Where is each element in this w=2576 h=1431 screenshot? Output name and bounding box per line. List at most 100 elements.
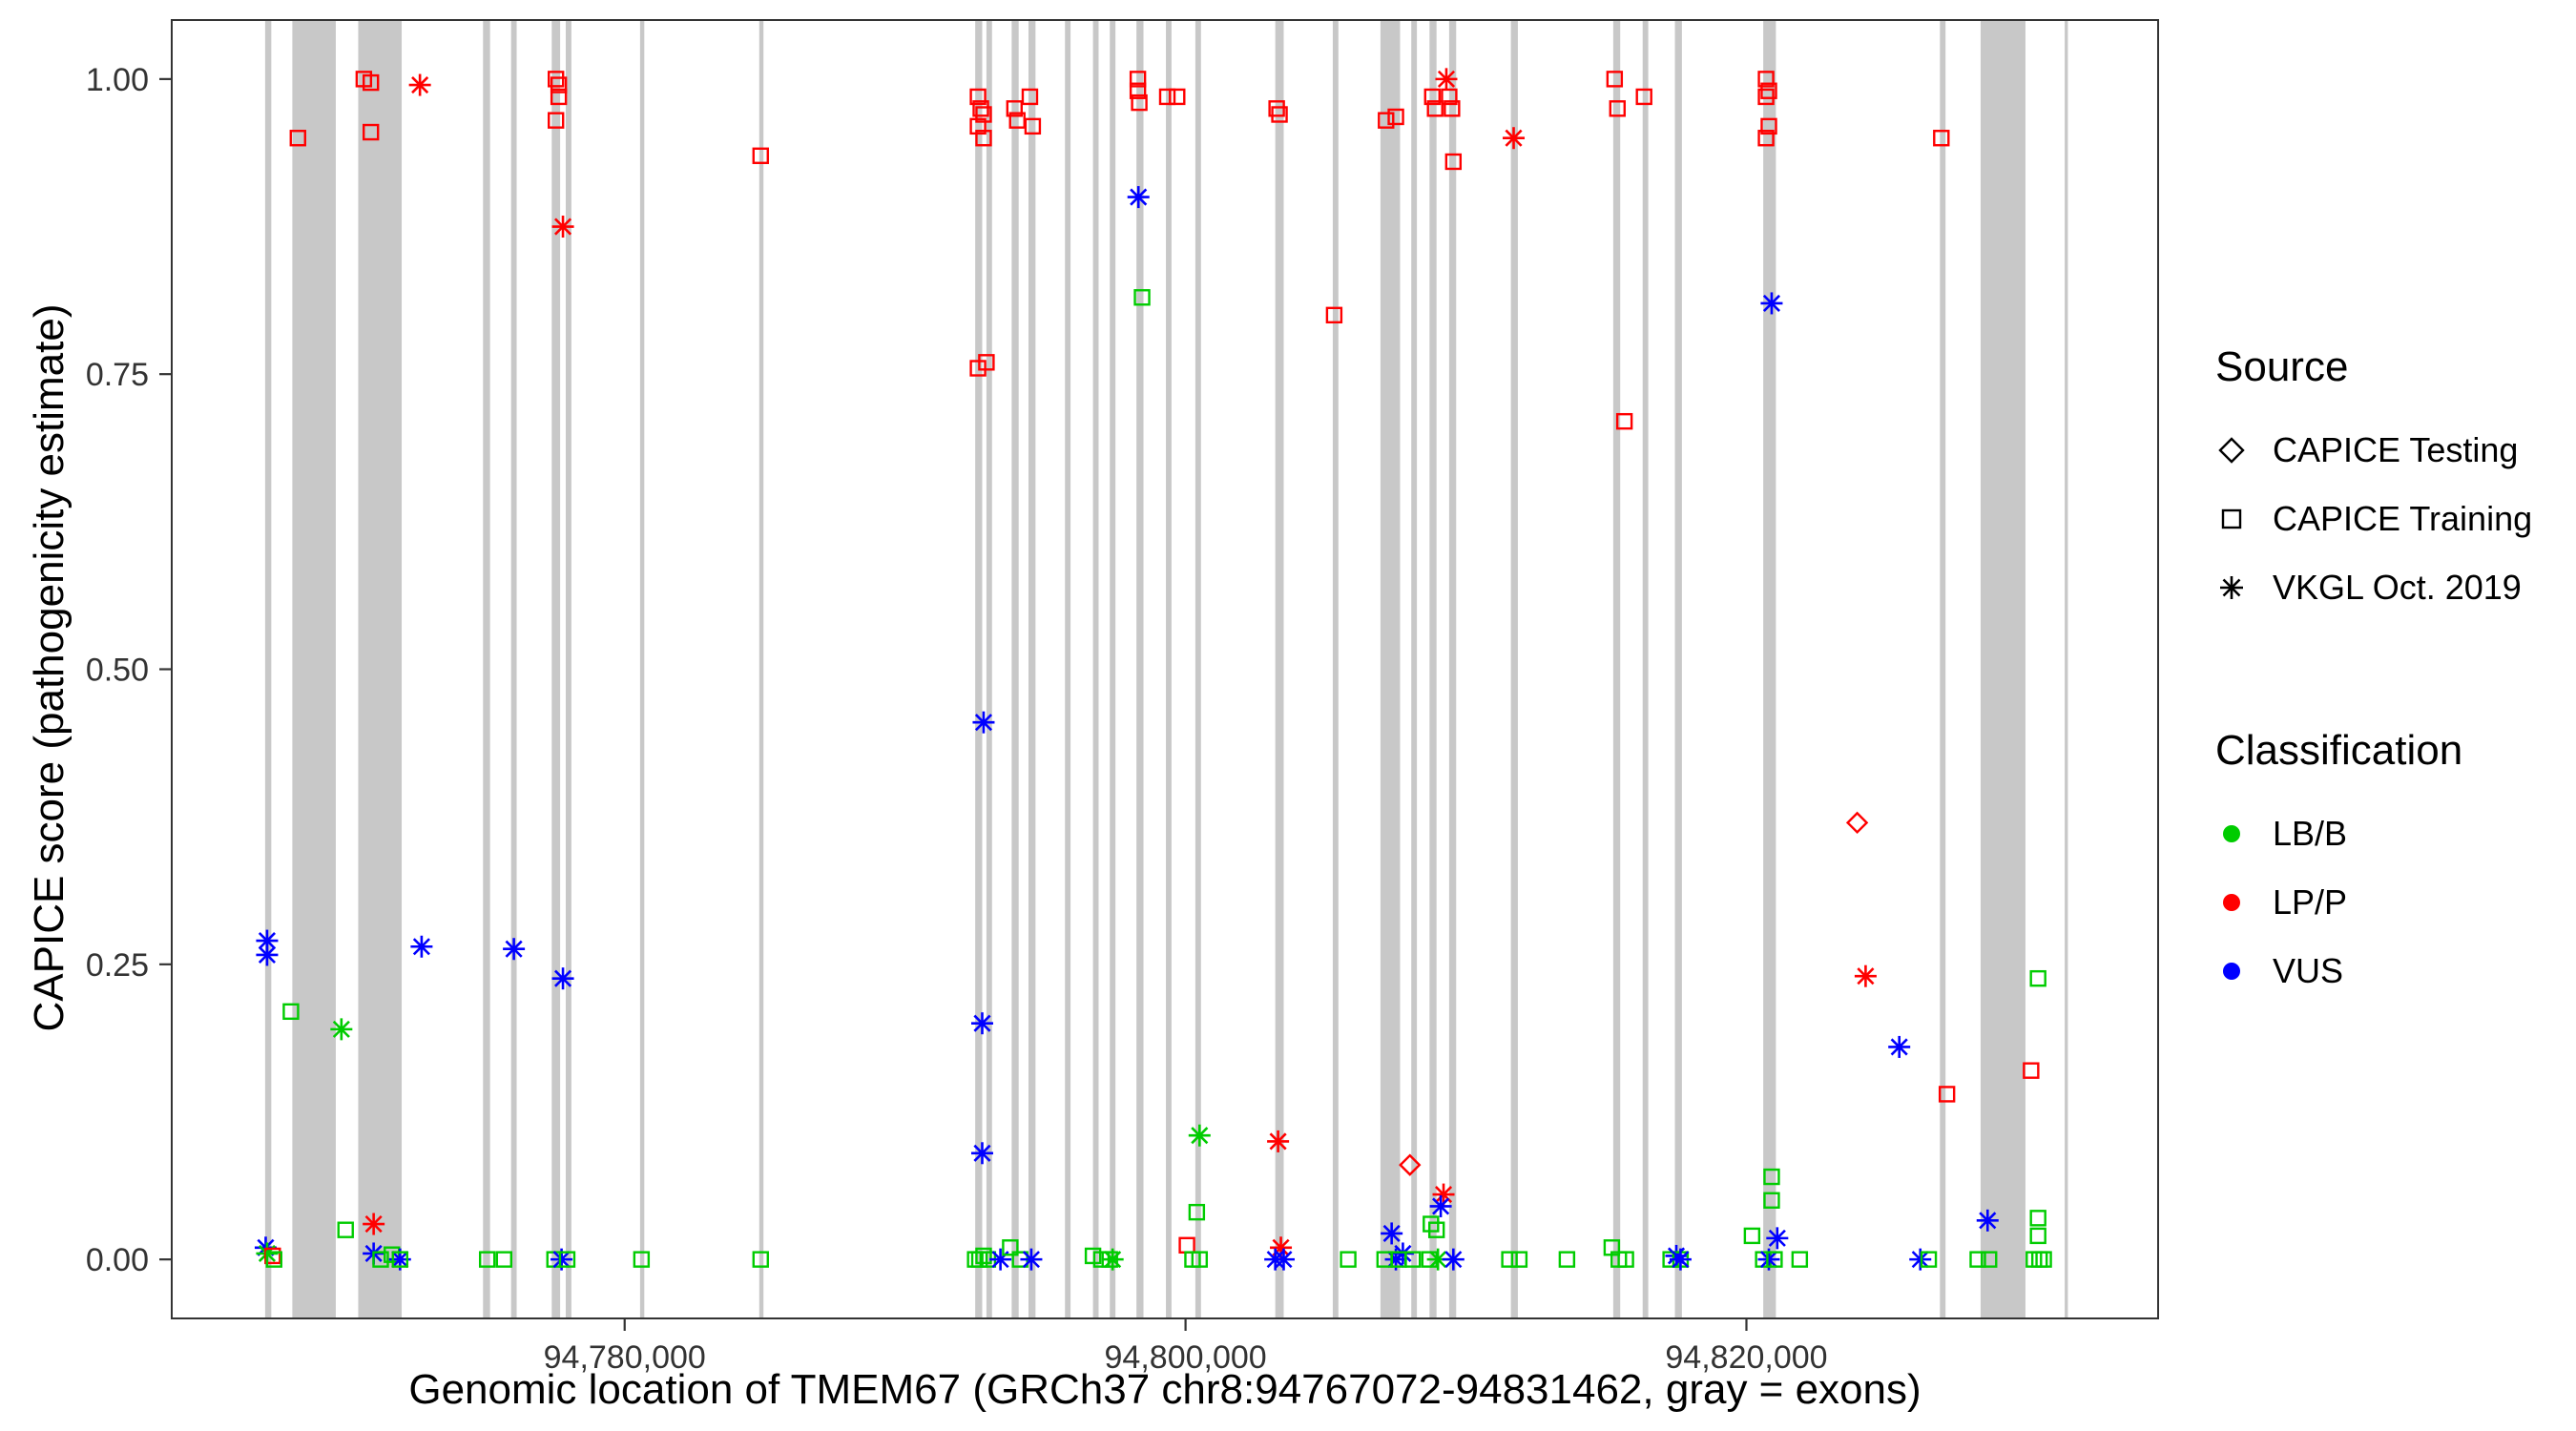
point-square bbox=[1378, 112, 1395, 129]
exon-band bbox=[1166, 20, 1172, 1318]
exon-band bbox=[1429, 20, 1437, 1318]
point-square bbox=[1129, 82, 1147, 99]
point-asterisk bbox=[410, 935, 433, 958]
panel-border bbox=[171, 19, 2159, 1319]
y-axis-title: CAPICE score (pathogenicity estimate) bbox=[26, 303, 73, 1032]
point-square bbox=[1133, 289, 1151, 306]
point-asterisk bbox=[551, 216, 574, 238]
legend-source-group: Source CAPICE Testing CAPICE Training bbox=[2215, 343, 2568, 622]
exon-band bbox=[1028, 20, 1036, 1318]
point-square bbox=[548, 71, 565, 88]
point-square bbox=[391, 1251, 408, 1268]
legend-source-title: Source bbox=[2215, 343, 2349, 390]
point-square bbox=[752, 1251, 769, 1268]
point-square bbox=[1635, 88, 1652, 106]
point-square bbox=[548, 112, 565, 129]
point-square bbox=[975, 1247, 992, 1265]
point-square bbox=[1441, 88, 1458, 106]
point-square bbox=[1757, 88, 1775, 106]
legend-label-vus: VUS bbox=[2273, 951, 2344, 990]
point-square bbox=[264, 1247, 281, 1265]
point-square bbox=[265, 1251, 282, 1268]
exon-band bbox=[2065, 20, 2068, 1318]
point-asterisk bbox=[330, 1018, 353, 1041]
point-square bbox=[362, 73, 380, 92]
point-square bbox=[1981, 1251, 1998, 1268]
point-square bbox=[2029, 1210, 2046, 1227]
asterisk-icon bbox=[2220, 576, 2243, 599]
point-square bbox=[2023, 1062, 2040, 1079]
vus-dot-icon bbox=[2223, 963, 2240, 980]
point-asterisk bbox=[408, 73, 431, 96]
point-asterisk bbox=[551, 967, 574, 990]
point-square bbox=[1615, 412, 1633, 430]
point-square bbox=[1188, 1203, 1206, 1221]
point-square bbox=[1006, 100, 1023, 117]
point-square bbox=[1423, 88, 1441, 106]
point-square bbox=[1617, 1251, 1634, 1268]
point-asterisk bbox=[1854, 964, 1877, 987]
point-square bbox=[550, 76, 568, 93]
point-square bbox=[975, 106, 992, 123]
point-asterisk bbox=[503, 938, 526, 961]
point-square bbox=[1403, 1251, 1422, 1268]
point-square bbox=[969, 117, 987, 135]
point-square bbox=[1271, 106, 1288, 123]
lbb-dot-icon bbox=[2223, 825, 2240, 842]
legend-item-vkgl: VKGL Oct. 2019 bbox=[2215, 553, 2568, 622]
exon-band bbox=[565, 20, 571, 1318]
point-asterisk bbox=[1435, 68, 1458, 91]
point-asterisk bbox=[972, 711, 995, 734]
point-square bbox=[1427, 1221, 1445, 1238]
legend-label-capice-training: CAPICE Training bbox=[2273, 499, 2533, 538]
x-tick-label: 94,820,000 bbox=[1665, 1339, 1827, 1376]
point-square bbox=[289, 130, 306, 147]
exon-band bbox=[758, 20, 764, 1318]
point-square bbox=[1501, 1251, 1518, 1268]
x-tick-label: 94,800,000 bbox=[1105, 1339, 1267, 1376]
point-asterisk bbox=[1669, 1248, 1692, 1271]
point-square bbox=[362, 123, 380, 141]
point-square bbox=[978, 354, 995, 371]
y-tick-label: 0.75 bbox=[86, 357, 149, 393]
point-asterisk bbox=[1888, 1035, 1911, 1058]
point-square bbox=[1933, 130, 1950, 147]
legend-classification-title: Classification bbox=[2215, 727, 2463, 774]
point-square bbox=[1766, 1251, 1783, 1268]
point-asterisk bbox=[1426, 1248, 1449, 1271]
point-asterisk bbox=[1429, 1194, 1452, 1217]
exon-band bbox=[1763, 20, 1776, 1318]
point-square bbox=[1387, 108, 1404, 126]
point-square bbox=[752, 147, 769, 164]
point-asterisk bbox=[1381, 1222, 1403, 1245]
point-square bbox=[1510, 1251, 1528, 1268]
point-square bbox=[1938, 1086, 1956, 1103]
exon-band bbox=[1065, 20, 1071, 1318]
point-square bbox=[495, 1251, 513, 1268]
point-square bbox=[550, 88, 568, 106]
exon-band bbox=[1092, 20, 1099, 1318]
point-square bbox=[1002, 1239, 1019, 1256]
legend-item-capice-training: CAPICE Training bbox=[2215, 485, 2568, 553]
legend-classification-group: Classification LB/B LP/P VUS bbox=[2215, 727, 2568, 1006]
exon-band bbox=[1136, 20, 1144, 1318]
point-asterisk bbox=[256, 944, 279, 966]
exon-band bbox=[639, 20, 645, 1318]
point-asterisk bbox=[1127, 186, 1150, 209]
point-square bbox=[1191, 1251, 1209, 1268]
legend-item-vus: VUS bbox=[2215, 937, 2568, 1006]
exon-band bbox=[1612, 20, 1621, 1318]
point-square bbox=[970, 1251, 988, 1268]
point-square bbox=[1760, 82, 1777, 99]
point-square bbox=[1340, 1251, 1357, 1268]
point-diamond bbox=[1399, 1153, 1422, 1176]
point-square bbox=[1423, 1215, 1440, 1233]
legend: Source CAPICE Testing CAPICE Training bbox=[2215, 343, 2568, 1006]
exon-band bbox=[1642, 20, 1649, 1318]
point-square bbox=[1268, 100, 1285, 117]
point-asterisk bbox=[1101, 1248, 1124, 1271]
point-square bbox=[972, 100, 989, 117]
point-square bbox=[478, 1251, 496, 1268]
point-square bbox=[1743, 1227, 1761, 1245]
